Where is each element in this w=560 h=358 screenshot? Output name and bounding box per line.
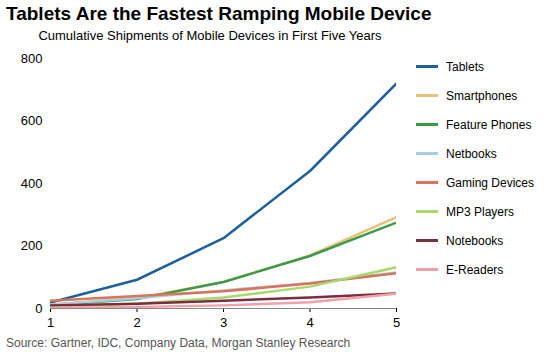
html-text:Tablets Are the Fastest Rampin: Tablets Are the Fastest Ramping Mobile D… — [6, 3, 432, 24]
svg-text:4: 4 — [306, 315, 313, 330]
html-text:Netbooks: Netbooks — [446, 146, 497, 161]
html-text:Gaming Devices: Gaming Devices — [446, 175, 534, 190]
html-text:Notebooks: Notebooks — [446, 233, 504, 248]
svg-text:5: 5 — [393, 315, 400, 330]
html-text:Feature Phones: Feature Phones — [446, 117, 532, 132]
svg-text:2: 2 — [133, 315, 140, 330]
svg-text:400: 400 — [21, 176, 43, 191]
html-text:Smartphones: Smartphones — [446, 88, 518, 103]
svg-text:0: 0 — [35, 301, 42, 316]
svg-text:3: 3 — [220, 315, 227, 330]
html-text:Tablets: Tablets — [446, 59, 484, 74]
svg-text:1: 1 — [47, 315, 54, 330]
svg-text:800: 800 — [21, 51, 43, 66]
html-text:Source: Gartner, IDC, Company: Source: Gartner, IDC, Company Data, Morg… — [6, 336, 351, 350]
svg-text:600: 600 — [21, 113, 43, 128]
svg-text:200: 200 — [21, 238, 43, 253]
html-text:E-Readers: E-Readers — [446, 262, 504, 277]
html-text:MP3 Players: MP3 Players — [446, 204, 514, 219]
html-text:Cumulative Shipments of Mobile: Cumulative Shipments of Mobile Devices i… — [38, 28, 382, 43]
